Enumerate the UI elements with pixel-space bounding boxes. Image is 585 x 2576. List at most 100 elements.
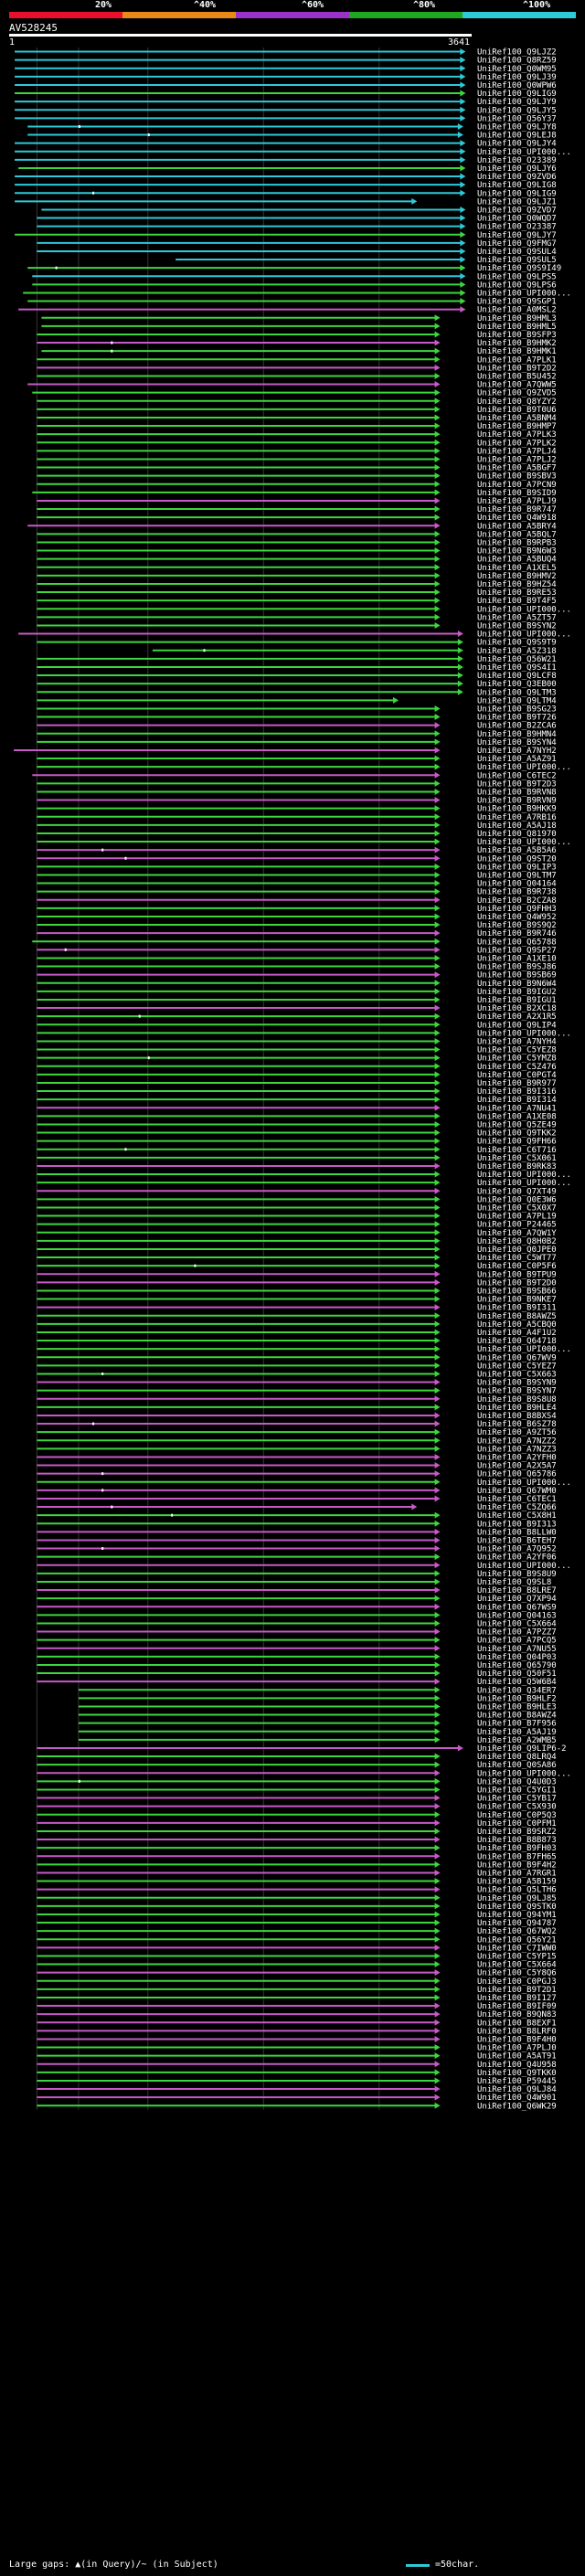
- hit-label[interactable]: UniRef100_Q9LPS5: [477, 272, 557, 281]
- hit-label[interactable]: UniRef100_A7PLK2: [477, 439, 557, 448]
- hit-label[interactable]: UniRef100_Q7XT49: [477, 1187, 557, 1196]
- hit-label[interactable]: UniRef100_Q9SGP1: [477, 298, 557, 307]
- hit-label[interactable]: UniRef100_B9NKE7: [477, 1296, 557, 1305]
- hit-label[interactable]: UniRef100_A5AT91: [477, 2052, 557, 2062]
- hit-label[interactable]: UniRef100_A1XE08: [477, 1112, 557, 1121]
- hit-label[interactable]: UniRef100_Q7XP94: [477, 1595, 557, 1604]
- hit-label[interactable]: UniRef100_UPI000...: [477, 1171, 571, 1180]
- hit-label[interactable]: UniRef100_Q67WS9: [477, 1603, 557, 1612]
- hit-label[interactable]: UniRef100_B9IGU2: [477, 988, 557, 997]
- hit-label[interactable]: UniRef100_Q9TKK0: [477, 2069, 557, 2078]
- hit-label[interactable]: UniRef100_A7NYH2: [477, 747, 557, 756]
- hit-label[interactable]: UniRef100_B9T726: [477, 714, 557, 723]
- hit-label[interactable]: UniRef100_Q9LIP3: [477, 863, 557, 872]
- hit-label[interactable]: UniRef100_B9R746: [477, 929, 557, 938]
- hit-label[interactable]: UniRef100_B8LLW0: [477, 1528, 557, 1537]
- hit-label[interactable]: UniRef100_B8LRF0: [477, 2027, 557, 2036]
- hit-label[interactable]: UniRef100_Q5ZE49: [477, 1120, 557, 1129]
- hit-label[interactable]: UniRef100_Q9ST20: [477, 854, 557, 864]
- hit-label[interactable]: UniRef100_Q9ZVD7: [477, 206, 557, 215]
- hit-label[interactable]: UniRef100_C6TEC1: [477, 1495, 557, 1504]
- hit-label[interactable]: UniRef100_Q0WQD7: [477, 215, 557, 224]
- hit-label[interactable]: UniRef100_Q9ZVD5: [477, 389, 557, 398]
- hit-label[interactable]: UniRef100_B9T2D1: [477, 1986, 557, 1995]
- hit-label[interactable]: UniRef100_Q0E3W6: [477, 1195, 557, 1204]
- hit-label[interactable]: UniRef100_B7F956: [477, 1720, 557, 1729]
- hit-label[interactable]: UniRef100_Q9LIP4: [477, 1021, 557, 1030]
- hit-label[interactable]: UniRef100_Q94YM1: [477, 1911, 557, 1920]
- hit-label[interactable]: UniRef100_C5X930: [477, 1803, 557, 1812]
- hit-label[interactable]: UniRef100_B9HLE4: [477, 1404, 557, 1413]
- hit-label[interactable]: UniRef100_A7PZZ7: [477, 1628, 557, 1638]
- hit-label[interactable]: UniRef100_Q4U958: [477, 2061, 557, 2070]
- hit-label[interactable]: UniRef100_A5BGF7: [477, 464, 557, 473]
- hit-label[interactable]: UniRef100_Q9SP27: [477, 946, 557, 955]
- hit-label[interactable]: UniRef100_B9SYN2: [477, 621, 557, 631]
- hit-label[interactable]: UniRef100_Q9LJY7: [477, 231, 557, 240]
- hit-label[interactable]: UniRef100_B9S8U9: [477, 1570, 557, 1579]
- hit-label[interactable]: UniRef100_A7PLJ9: [477, 497, 557, 506]
- hit-label[interactable]: UniRef100_B9SB69: [477, 971, 557, 981]
- hit-label[interactable]: UniRef100_B8AWZ4: [477, 1712, 557, 1721]
- hit-label[interactable]: UniRef100_Q9LIG8: [477, 181, 557, 190]
- hit-label[interactable]: UniRef100_Q9SUL5: [477, 256, 557, 265]
- hit-label[interactable]: UniRef100_B9R747: [477, 505, 557, 514]
- hit-label[interactable]: UniRef100_C0PFM1: [477, 1819, 557, 1829]
- hit-label[interactable]: UniRef100_C5X664: [477, 1961, 557, 1970]
- hit-label[interactable]: UniRef100_Q5LTH6: [477, 1886, 557, 1895]
- hit-label[interactable]: UniRef100_A7PLK1: [477, 355, 557, 365]
- hit-label[interactable]: UniRef100_B8EXF1: [477, 2019, 557, 2028]
- hit-label[interactable]: UniRef100_Q04P03: [477, 1653, 557, 1662]
- hit-label[interactable]: UniRef100_Q65790: [477, 1661, 557, 1670]
- hit-label[interactable]: UniRef100_B9SYN4: [477, 738, 557, 747]
- hit-label[interactable]: UniRef100_A1XEL5: [477, 564, 557, 573]
- hit-label[interactable]: UniRef100_B9RVN9: [477, 797, 557, 806]
- hit-label[interactable]: UniRef100_B8LRE7: [477, 1586, 557, 1595]
- hit-label[interactable]: UniRef100_A5BQL7: [477, 530, 557, 539]
- hit-label[interactable]: UniRef100_B6TEH7: [477, 1536, 557, 1545]
- hit-label[interactable]: UniRef100_C0P5F6: [477, 1262, 557, 1271]
- hit-label[interactable]: UniRef100_Q67WQ2: [477, 1927, 557, 1936]
- hit-label[interactable]: UniRef100_A7RB16: [477, 813, 557, 822]
- hit-label[interactable]: UniRef100_C5YGI1: [477, 1786, 557, 1795]
- hit-label[interactable]: UniRef100_Q04163: [477, 1611, 557, 1620]
- hit-label[interactable]: UniRef100_Q0JPE0: [477, 1246, 557, 1255]
- hit-label[interactable]: UniRef100_C5Y8Q6: [477, 1969, 557, 1978]
- hit-label[interactable]: UniRef100_A0MSL2: [477, 306, 557, 315]
- hit-label[interactable]: UniRef100_B9TPU9: [477, 1270, 557, 1279]
- hit-label[interactable]: UniRef100_B7FH65: [477, 1852, 557, 1861]
- hit-label[interactable]: UniRef100_C0P5Q3: [477, 1811, 557, 1820]
- hit-label[interactable]: UniRef100_A7NZZ2: [477, 1436, 557, 1446]
- hit-label[interactable]: UniRef100_UPI000...: [477, 763, 571, 772]
- hit-label[interactable]: UniRef100_A7NYH4: [477, 1037, 557, 1046]
- hit-label[interactable]: UniRef100_B9QN83: [477, 2010, 557, 2019]
- hit-label[interactable]: UniRef100_B9HML3: [477, 314, 557, 323]
- hit-label[interactable]: UniRef100_Q9S9I49: [477, 264, 561, 273]
- hit-label[interactable]: UniRef100_B9HZ54: [477, 580, 557, 589]
- hit-label[interactable]: UniRef100_Q9FMG7: [477, 239, 557, 249]
- hit-label[interactable]: UniRef100_B9HML5: [477, 323, 557, 332]
- hit-label[interactable]: UniRef100_Q56Y37: [477, 114, 557, 123]
- hit-label[interactable]: UniRef100_A7PL19: [477, 1213, 557, 1222]
- hit-label[interactable]: UniRef100_B5U452: [477, 372, 557, 381]
- hit-label[interactable]: UniRef100_A5CBQ0: [477, 1320, 557, 1330]
- hit-label[interactable]: UniRef100_B9RPB3: [477, 538, 557, 547]
- hit-label[interactable]: UniRef100_Q9LJY5: [477, 106, 557, 115]
- hit-label[interactable]: UniRef100_Q04164: [477, 880, 557, 889]
- hit-label[interactable]: UniRef100_Q56W21: [477, 655, 557, 664]
- hit-label[interactable]: UniRef100_Q5W6B4: [477, 1678, 557, 1687]
- hit-label[interactable]: UniRef100_A7NZZ3: [477, 1445, 557, 1454]
- hit-label[interactable]: UniRef100_O23387: [477, 223, 557, 232]
- hit-label[interactable]: UniRef100_Q9LIG9: [477, 90, 557, 99]
- hit-label[interactable]: UniRef100_C5YMZ8: [477, 1055, 557, 1064]
- hit-label[interactable]: UniRef100_Q9FH66: [477, 1138, 557, 1147]
- hit-label[interactable]: UniRef100_B9F4H2: [477, 1860, 557, 1870]
- hit-label[interactable]: UniRef100_Q9LCF8: [477, 672, 557, 681]
- hit-label[interactable]: UniRef100_B9T2D3: [477, 779, 557, 789]
- hit-label[interactable]: UniRef100_B9HMK1: [477, 347, 557, 356]
- hit-label[interactable]: UniRef100_B9HMN4: [477, 730, 557, 739]
- hit-label[interactable]: UniRef100_B9I314: [477, 1096, 557, 1105]
- hit-label[interactable]: UniRef100_B9IGU1: [477, 996, 557, 1005]
- hit-label[interactable]: UniRef100_C0PGJ3: [477, 1977, 557, 1987]
- hit-label[interactable]: UniRef100_Q4U0D3: [477, 1777, 557, 1786]
